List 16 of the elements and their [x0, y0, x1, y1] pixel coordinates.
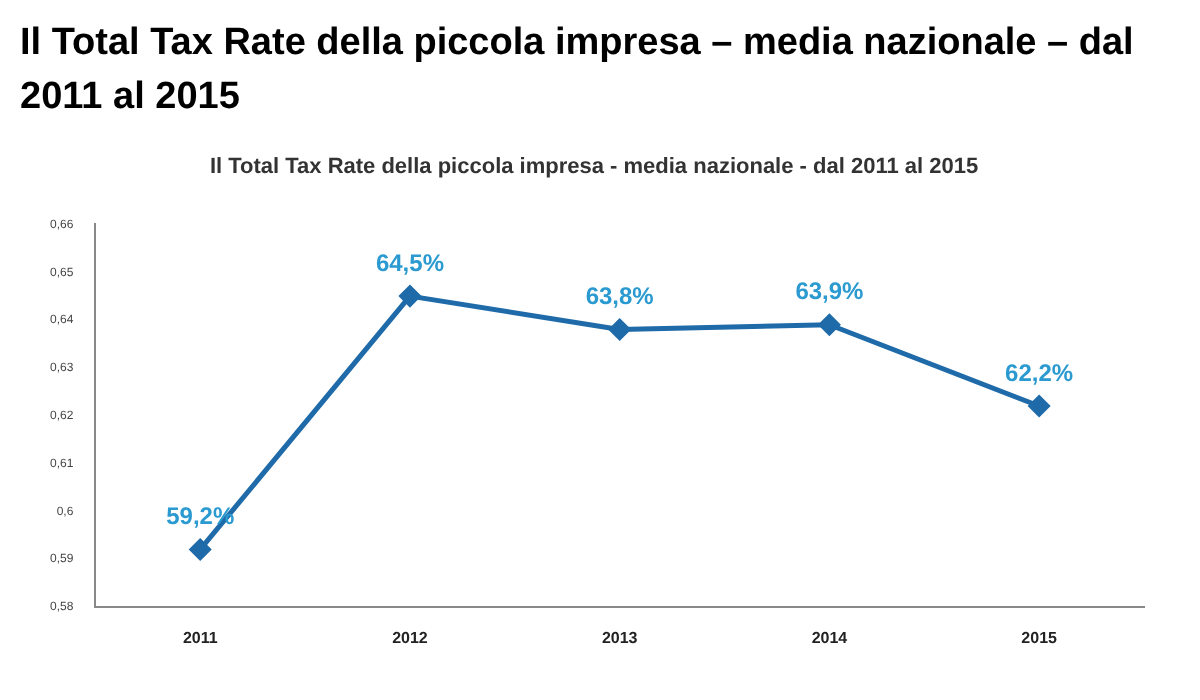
point: [1028, 395, 1050, 417]
data-label: 62,2%: [1005, 358, 1074, 387]
data-label: 63,8%: [585, 282, 655, 311]
chart-title: Il Total Tax Rate della piccola impresa – media nazionale – dal 2011 al 2015: [20, 20, 1136, 122]
x-tick-label: 2015: [1021, 628, 1059, 647]
point: [189, 538, 211, 560]
point: [818, 314, 840, 336]
x-tick-label: 2012: [392, 628, 429, 647]
point: [609, 319, 631, 341]
data-label: 63,9%: [795, 277, 865, 306]
chart-subtitle: Il Total Tax Rate della piccola impresa - media nazionale - dal 2011 al 2015: [209, 155, 979, 180]
x-tick-label: 2013: [601, 628, 639, 647]
data-label: 64,5%: [375, 248, 445, 277]
point: [399, 285, 421, 307]
x-tick-label: 2014: [811, 628, 849, 647]
x-tick-label: 2011: [182, 628, 219, 647]
